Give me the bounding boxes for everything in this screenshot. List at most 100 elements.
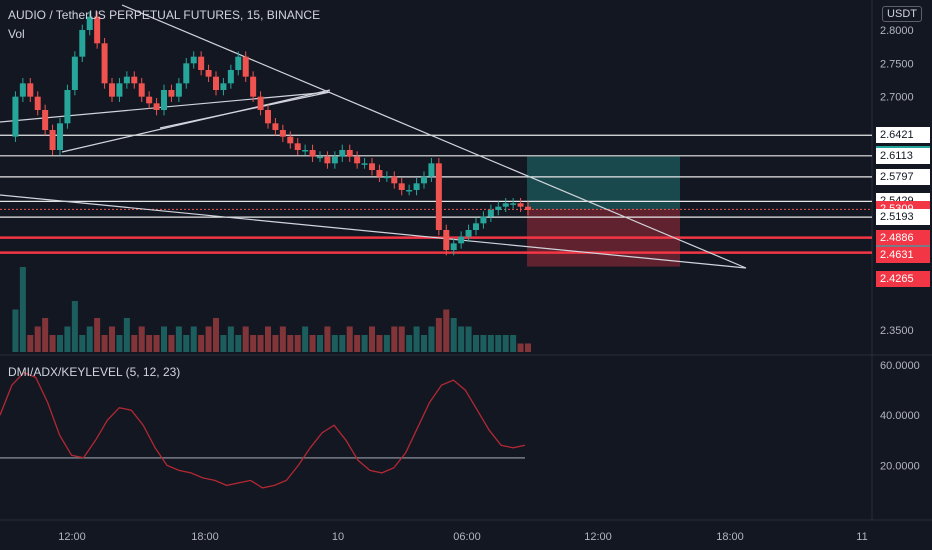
volume-bar xyxy=(435,318,442,352)
candle-body xyxy=(279,130,286,137)
volume-bar xyxy=(502,335,509,352)
price-tag: 2.5797 xyxy=(876,168,930,185)
candle-body xyxy=(257,96,264,110)
indicator-tick-label: 60.0000 xyxy=(880,360,920,372)
adx-line xyxy=(0,371,526,489)
candle-body xyxy=(383,176,390,179)
candle-body xyxy=(101,43,108,84)
candle-body xyxy=(19,83,26,97)
candle-body xyxy=(458,236,465,244)
volume-bar xyxy=(27,335,34,352)
candle-body xyxy=(190,56,197,64)
volume-bar xyxy=(480,335,487,352)
candle-body xyxy=(250,76,257,97)
candle-body xyxy=(354,156,361,164)
volume-bar xyxy=(123,318,130,352)
volume-bar xyxy=(175,326,182,352)
indicator-tick-label: 40.0000 xyxy=(880,410,920,422)
price-tag: 2.6421 xyxy=(876,127,930,144)
candle-body xyxy=(346,150,353,157)
price-tick-label: 2.8000 xyxy=(880,25,914,37)
candle-body xyxy=(116,83,123,97)
candle-body xyxy=(413,183,420,190)
volume-bar xyxy=(517,343,524,352)
volume-bar xyxy=(450,318,457,352)
volume-bar xyxy=(279,326,286,352)
candle-body xyxy=(421,176,427,184)
currency-badge[interactable]: USDT xyxy=(882,6,922,22)
candle-body xyxy=(64,90,71,124)
candle-body xyxy=(205,70,212,77)
candle-body xyxy=(153,103,160,110)
candle-body xyxy=(302,150,309,152)
candle-body xyxy=(12,96,19,137)
volume-bar xyxy=(287,335,294,352)
volume-bar xyxy=(183,335,190,352)
candle-body xyxy=(309,150,316,157)
volume-bar xyxy=(361,335,368,352)
candle-body xyxy=(146,96,153,104)
candle-body xyxy=(109,83,115,97)
candle-body xyxy=(71,56,78,90)
volume-bar xyxy=(376,335,383,352)
trendline xyxy=(159,91,331,129)
volume-bar xyxy=(227,326,234,352)
time-tick-label: 18:00 xyxy=(191,531,219,543)
volume-bar xyxy=(131,335,138,352)
volume-bar xyxy=(413,326,420,352)
volume-bar xyxy=(205,326,212,352)
volume-bar xyxy=(116,335,123,352)
volume-bar xyxy=(324,326,331,352)
volume-bar xyxy=(242,326,249,352)
volume-bar xyxy=(421,335,427,352)
volume-bar xyxy=(138,326,145,352)
candle-body xyxy=(57,123,63,150)
volume-bar xyxy=(64,326,71,352)
candle-body xyxy=(450,243,457,250)
time-tick-label: 10 xyxy=(332,531,344,543)
volume-bar xyxy=(302,326,309,352)
candle-body xyxy=(473,223,479,230)
volume-bar xyxy=(250,335,257,352)
volume-label: Vol xyxy=(8,27,25,41)
candle-body xyxy=(42,110,49,130)
volume-bar xyxy=(346,326,353,352)
volume-bar xyxy=(19,267,26,352)
candle-body xyxy=(369,163,375,170)
volume-bar xyxy=(49,335,56,352)
candle-body xyxy=(465,230,472,237)
volume-bar xyxy=(317,335,323,352)
time-tick-label: 06:00 xyxy=(453,531,481,543)
adx-panel xyxy=(0,371,526,489)
candle-body xyxy=(265,110,271,124)
price-tag: 2.4886 xyxy=(876,229,930,246)
candle-body xyxy=(27,83,34,97)
axes: 2.8000 2.7500 2.7000 2.3500 60.0000 40.0000 20… xyxy=(58,25,920,543)
volume-bar xyxy=(161,326,167,352)
volume-bar xyxy=(339,335,346,352)
time-tick-label: 12:00 xyxy=(58,531,86,543)
volume-bar xyxy=(458,326,465,352)
candle-body xyxy=(510,203,517,205)
time-tick-label: 11 xyxy=(856,531,867,543)
volume-bar xyxy=(198,335,205,352)
volume-bar xyxy=(272,335,279,352)
volume-bar xyxy=(57,335,63,352)
volume-bar xyxy=(487,335,494,352)
volume-bar xyxy=(146,335,153,352)
time-tick-label: 18:00 xyxy=(716,531,744,543)
candle-body xyxy=(175,83,182,97)
candle-body xyxy=(391,176,398,184)
candle-body xyxy=(287,136,294,144)
volume-bar xyxy=(398,326,405,352)
price-tick-label: 2.7000 xyxy=(880,92,914,104)
volume-bar xyxy=(235,335,242,352)
candle-body xyxy=(339,150,346,157)
candle-body xyxy=(161,90,167,110)
volume-bar xyxy=(71,301,78,352)
grid xyxy=(0,0,932,521)
price-tag: 2.4265 xyxy=(876,271,930,287)
volume-bar xyxy=(220,335,227,352)
candle-body xyxy=(443,230,450,250)
